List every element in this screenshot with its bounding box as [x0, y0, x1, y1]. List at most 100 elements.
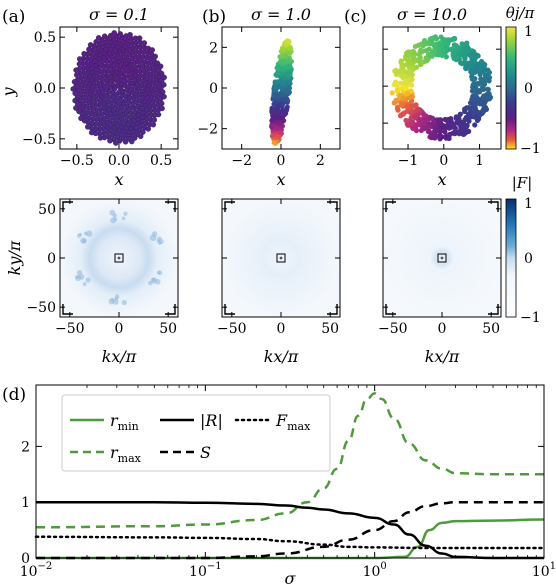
panel-b-xlabel: x [276, 170, 285, 189]
panel-a-xlabel: x [114, 170, 123, 189]
scatter-point [399, 101, 405, 107]
scatter-point [275, 84, 281, 90]
x-tick-label: −1 [398, 153, 419, 169]
scatter-point [394, 87, 400, 94]
scatter-point [284, 88, 290, 94]
scatter-point [280, 102, 285, 108]
scatter-point [457, 111, 463, 117]
x-tick-label: 10−1 [189, 561, 222, 580]
center-marker [114, 253, 124, 263]
panel-b-ticks: −2 0 2 −2 0 2 [197, 27, 340, 169]
panel-c: (c) σ = 10.0 −1 0 1 x [344, 5, 502, 189]
scatter-point [425, 129, 432, 135]
scatter-point [277, 130, 283, 135]
x-tick-label: 50 [159, 321, 177, 337]
panel-a-ticks: −0.5 0.0 0.5 −0.5 0.0 0.5 [22, 27, 178, 169]
scatter-point [436, 118, 442, 124]
scatter-point [70, 86, 76, 92]
y-tick-label: 2 [21, 439, 30, 455]
scatter-point [452, 131, 458, 137]
speckle [82, 282, 87, 286]
scatter-point [161, 82, 167, 88]
scatter-point [410, 103, 416, 109]
corner-bracket [62, 201, 73, 212]
scatter-point [404, 91, 411, 97]
scatter-point [415, 112, 421, 118]
series-S [36, 500, 544, 560]
scatter-point [152, 53, 158, 60]
scatter-point [400, 96, 406, 102]
scatter-point [443, 54, 449, 60]
scatter-point [481, 81, 488, 87]
scatter-point [462, 55, 468, 61]
panel-c-points [389, 34, 494, 142]
corner-bracket [224, 304, 235, 315]
panel-d-label: (d) [2, 385, 26, 405]
scatter-point [432, 49, 438, 55]
scatter-point [472, 76, 478, 82]
scatter-point [429, 35, 435, 42]
scatter-point [95, 35, 102, 41]
scatter-point [446, 125, 452, 131]
scatter-point [443, 133, 449, 139]
scatter-point [406, 95, 412, 101]
scatter-point [272, 113, 278, 119]
scatter-point [271, 140, 277, 146]
scatter-point [469, 70, 475, 76]
legend-rmin-label: rmin [110, 411, 139, 433]
scatter-point [477, 71, 483, 77]
scatter-point [287, 46, 293, 52]
panel-b-title: σ = 1.0 [251, 5, 311, 24]
corner-bracket [327, 201, 338, 212]
scatter-point [73, 105, 79, 111]
x-tick-label: 10−2 [20, 561, 53, 580]
scatter-point [434, 128, 440, 134]
scatter-point [107, 137, 113, 144]
corner-bracket [488, 201, 499, 212]
scatter-point [418, 47, 424, 53]
scatter-point [436, 52, 442, 58]
scatter-point [280, 75, 286, 81]
scatter-point [398, 113, 404, 119]
heatmap-a-xlabel: kx/π [102, 347, 137, 366]
scatter-point [280, 111, 286, 117]
scatter-point [418, 61, 424, 67]
x-tick-label: 50 [321, 321, 339, 337]
scatter-point [269, 123, 275, 129]
scatter-point [480, 86, 487, 92]
colorbar-theta-tick-bottom: −1 [520, 141, 541, 157]
y-tick-label: −2 [197, 122, 218, 138]
speckle [76, 233, 82, 238]
scatter-point [276, 104, 281, 110]
scatter-point [481, 67, 487, 74]
scatter-point [284, 40, 290, 45]
scatter-point [161, 93, 167, 100]
speckle [155, 279, 161, 285]
colorbar-theta-label: θj/π [506, 4, 536, 22]
scatter-point [452, 125, 458, 131]
scatter-point [149, 47, 155, 53]
legend-box [61, 394, 331, 472]
scatter-point [463, 114, 470, 120]
corner-bracket [327, 304, 338, 315]
scatter-point [444, 44, 450, 50]
y-tick-label: 0 [209, 81, 218, 97]
panel-c-frame [382, 26, 502, 150]
scatter-point [406, 52, 413, 58]
scatter-point [451, 42, 458, 48]
x-tick-label: −50 [55, 321, 85, 337]
scatter-point [128, 138, 135, 145]
speckle [76, 269, 83, 276]
speckle [158, 239, 164, 245]
scatter-point [151, 117, 158, 123]
panel-a: (a) σ = 0.1 −0.5 0.0 0.5 −0.5 0.0 0.5 x y [0, 5, 179, 189]
x-tick-label: −2 [231, 153, 252, 169]
scatter-point [468, 53, 474, 60]
scatter-point [281, 59, 287, 64]
scatter-point [461, 129, 467, 135]
scatter-point [76, 56, 83, 62]
center-dot [440, 256, 444, 260]
x-tick-label: −50 [217, 321, 247, 337]
y-tick-label: −0.5 [22, 132, 56, 148]
